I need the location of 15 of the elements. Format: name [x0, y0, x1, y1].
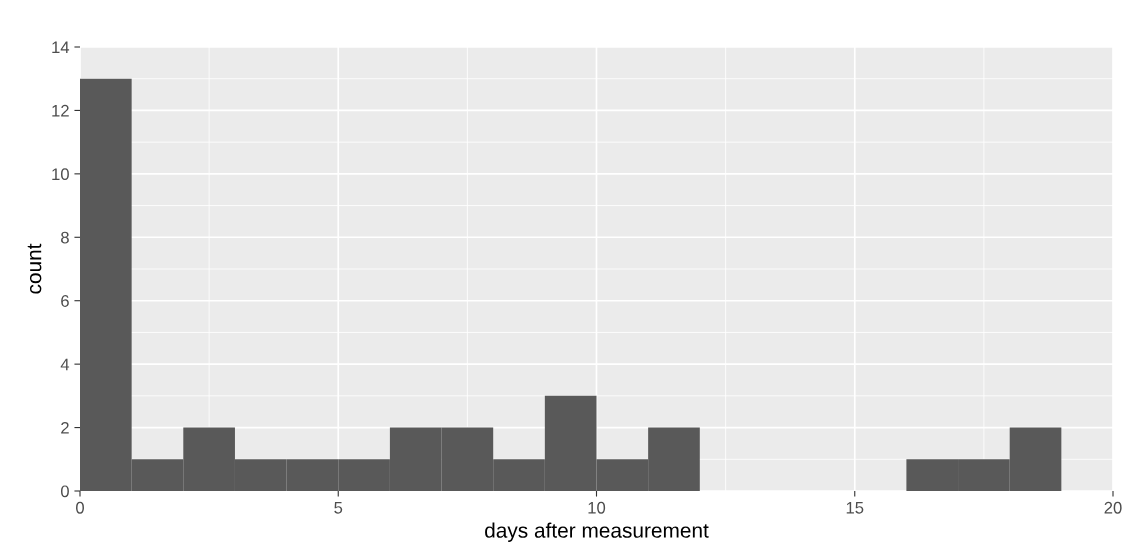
- y-tick-label: 0: [60, 485, 69, 498]
- y-tick-label: 6: [61, 295, 69, 307]
- y-tick-label: 12: [52, 104, 69, 117]
- y-tick-label: 4: [60, 358, 70, 371]
- y-tick-label: 8: [61, 231, 69, 244]
- y-tick-label: 2: [61, 421, 69, 434]
- x-axis-title: days after measurement: [485, 522, 709, 542]
- y-axis-title: count: [27, 243, 42, 294]
- x-tick-label: 10: [588, 501, 606, 514]
- x-tick-label: 5: [334, 502, 343, 514]
- x-tick-label: 15: [846, 502, 864, 514]
- y-tick-label: 14: [52, 41, 70, 54]
- x-tick-label: 0: [76, 501, 84, 514]
- x-tick-label: 20: [1104, 501, 1122, 514]
- y-tick-label: 10: [52, 168, 69, 181]
